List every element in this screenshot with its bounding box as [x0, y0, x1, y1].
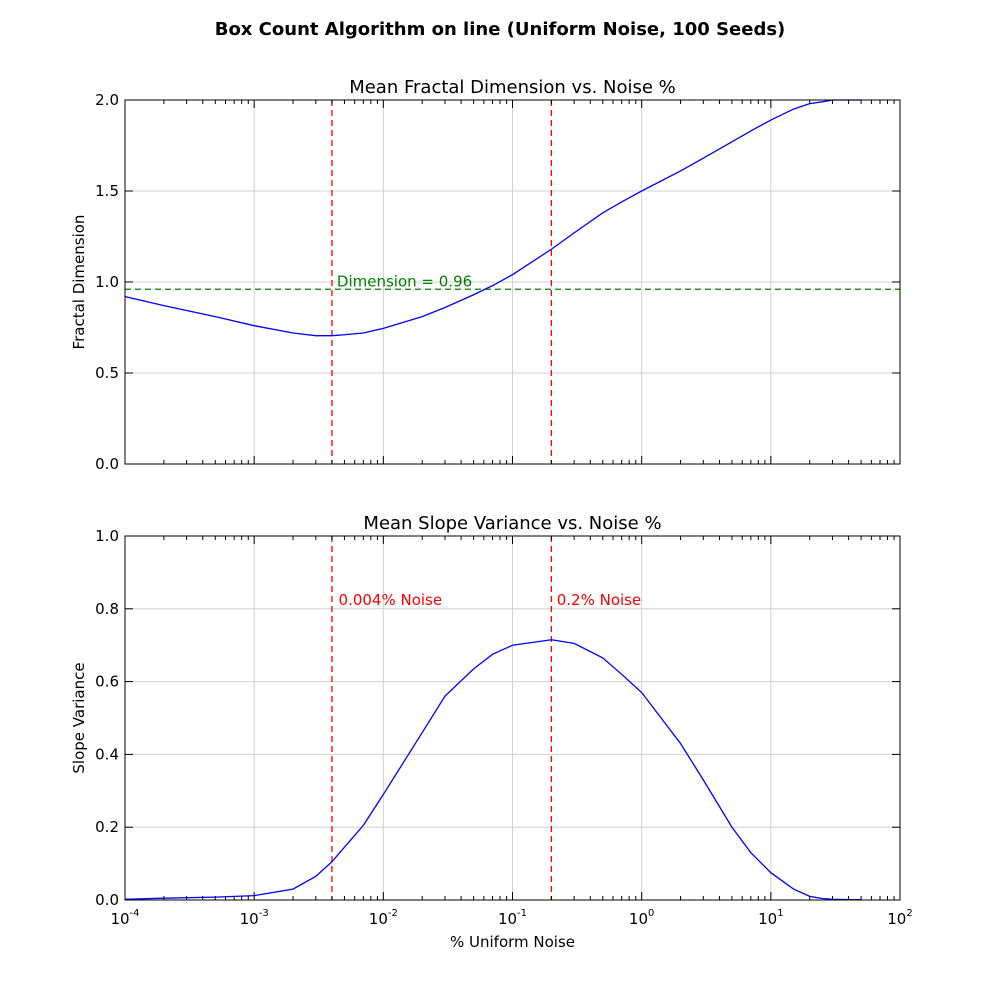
fractal-dimension-panel: 0.0 0.5 1.0 1.5 2.0 Mean Fractal Dimension v…	[70, 77, 901, 473]
y-tick-label: 0.8	[95, 600, 119, 618]
figure-suptitle: Box Count Algorithm on line (Uniform Noi…	[215, 19, 786, 40]
fractal-dimension-reference-lines	[125, 100, 900, 464]
y-tick-label: 0.4	[95, 745, 119, 763]
y-tick-label: 0.5	[95, 364, 119, 382]
fractal-dimension-curve	[124, 99, 862, 337]
slope-variance-curve	[124, 639, 862, 901]
slope-variance-title: Mean Slope Variance vs. Noise %	[363, 513, 661, 534]
fractal-dimension-ticks: 0.0 0.5 1.0 1.5 2.0	[95, 91, 901, 473]
slope-variance-ylabel: Slope Variance	[70, 662, 88, 773]
y-tick-label: 2.0	[95, 91, 119, 109]
slope-variance-reference-lines	[331, 536, 553, 900]
fractal-dimension-ylabel: Fractal Dimension	[70, 215, 88, 350]
y-tick-label: 0.0	[95, 891, 119, 909]
y-tick-label: 1.0	[95, 273, 119, 291]
y-tick-label: 0.2	[95, 818, 119, 836]
dimension-reference-label: Dimension = 0.96	[337, 272, 472, 290]
y-tick-label: 1.5	[95, 182, 119, 200]
noise-annotation-high: 0.2% Noise	[557, 591, 642, 609]
y-tick-label: 0.6	[95, 673, 119, 691]
fractal-dimension-title: Mean Fractal Dimension vs. Noise %	[349, 77, 676, 98]
x-tick-label: 101	[758, 908, 783, 928]
y-tick-label: 0.0	[95, 455, 119, 473]
slope-variance-xlabel: % Uniform Noise	[450, 933, 575, 951]
y-tick-label: 1.0	[95, 527, 119, 545]
noise-annotation-low: 0.004% Noise	[339, 591, 443, 609]
